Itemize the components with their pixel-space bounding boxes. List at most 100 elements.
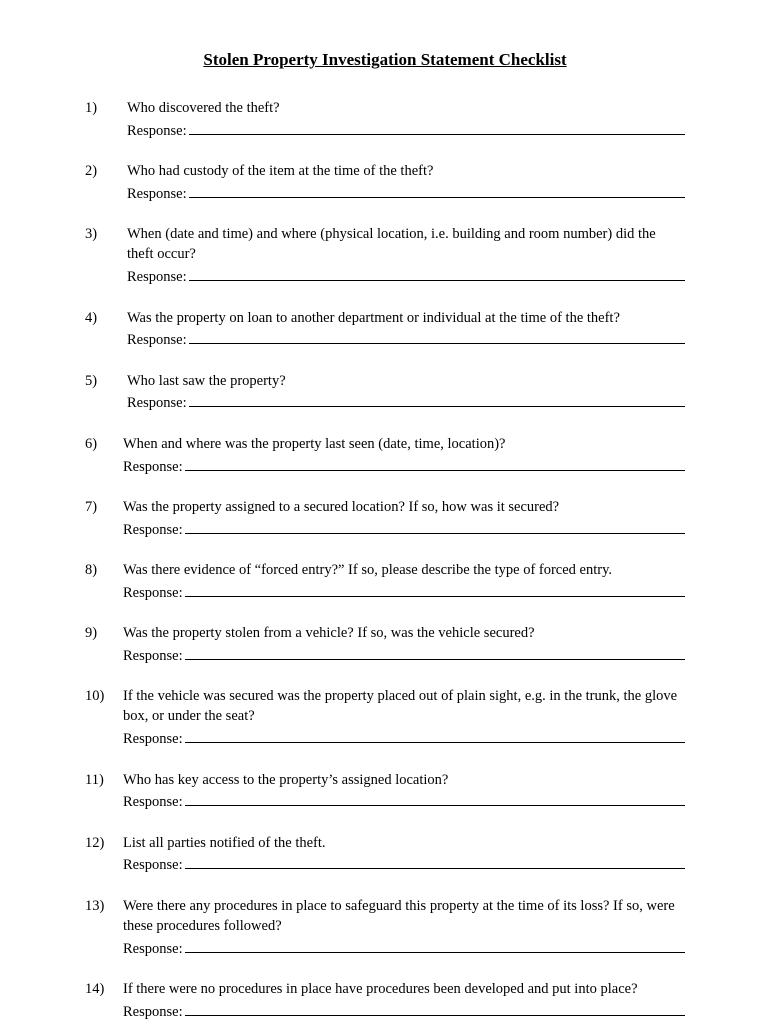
question-content: Was there evidence of “forced entry?” If… <box>123 560 685 603</box>
response-input-line[interactable] <box>185 938 685 953</box>
response-line: Response: <box>123 1001 685 1022</box>
question-text: Was the property on loan to another depa… <box>127 308 685 328</box>
question-content: Who discovered the theft? Response: <box>123 98 685 141</box>
question-number: 1) <box>85 98 123 141</box>
question-content: Was the property on loan to another depa… <box>123 308 685 351</box>
question-text: Was the property stolen from a vehicle? … <box>123 623 685 643</box>
response-label: Response: <box>127 184 187 204</box>
response-line: Response: <box>123 645 685 666</box>
response-line: Response: <box>123 938 685 959</box>
response-label: Response: <box>123 1002 183 1022</box>
response-label: Response: <box>123 939 183 959</box>
response-label: Response: <box>123 729 183 749</box>
response-input-line[interactable] <box>185 729 685 744</box>
question-text: If the vehicle was secured was the prope… <box>123 686 685 727</box>
question-item: 8)Was there evidence of “forced entry?” … <box>85 560 685 603</box>
question-content: When (date and time) and where (physical… <box>123 224 685 287</box>
question-item: 4)Was the property on loan to another de… <box>85 308 685 351</box>
response-input-line[interactable] <box>185 1001 685 1016</box>
question-item: 1)Who discovered the theft? Response: <box>85 98 685 141</box>
response-line: Response: <box>123 519 685 540</box>
question-number: 2) <box>85 161 123 204</box>
question-number: 4) <box>85 308 123 351</box>
question-number: 12) <box>85 833 123 876</box>
question-number: 9) <box>85 623 123 666</box>
question-item: 12)List all parties notified of the thef… <box>85 833 685 876</box>
question-content: If the vehicle was secured was the prope… <box>123 686 685 749</box>
response-input-line[interactable] <box>185 456 685 471</box>
response-label: Response: <box>123 646 183 666</box>
response-line: Response: <box>123 456 685 477</box>
question-number: 10) <box>85 686 123 749</box>
response-line: Response: <box>127 183 685 204</box>
question-item: 5)Who last saw the property?Response: <box>85 371 685 414</box>
response-label: Response: <box>123 792 183 812</box>
response-line: Response: <box>123 729 685 750</box>
question-number: 13) <box>85 896 123 959</box>
question-content: Were there any procedures in place to sa… <box>123 896 685 959</box>
question-content: Who has key access to the property’s ass… <box>123 770 685 813</box>
question-item: 9)Was the property stolen from a vehicle… <box>85 623 685 666</box>
response-input-line[interactable] <box>185 645 685 660</box>
response-input-line[interactable] <box>185 582 685 597</box>
response-label: Response: <box>127 330 187 350</box>
question-item: 10)If the vehicle was secured was the pr… <box>85 686 685 749</box>
question-number: 3) <box>85 224 123 287</box>
question-text: List all parties notified of the theft. <box>123 833 685 853</box>
question-item: 7)Was the property assigned to a secured… <box>85 497 685 540</box>
question-number: 8) <box>85 560 123 603</box>
questions-list: 1)Who discovered the theft?Response:2)Wh… <box>85 98 685 1022</box>
response-input-line[interactable] <box>189 120 685 135</box>
question-number: 5) <box>85 371 123 414</box>
question-content: List all parties notified of the theft.R… <box>123 833 685 876</box>
question-content: Who last saw the property?Response: <box>123 371 685 414</box>
question-item: 3)When (date and time) and where (physic… <box>85 224 685 287</box>
question-text: Who last saw the property? <box>127 371 685 391</box>
response-label: Response: <box>127 267 187 287</box>
response-label: Response: <box>127 393 187 413</box>
response-input-line[interactable] <box>185 519 685 534</box>
response-line: Response: <box>123 855 685 876</box>
response-line: Response: <box>123 792 685 813</box>
response-input-line[interactable] <box>189 183 685 198</box>
question-text: Who had custody of the item at the time … <box>127 161 685 181</box>
response-input-line[interactable] <box>189 330 685 345</box>
response-line: Response: <box>127 393 685 414</box>
question-content: Was the property assigned to a secured l… <box>123 497 685 540</box>
document-title: Stolen Property Investigation Statement … <box>85 50 685 70</box>
response-input-line[interactable] <box>185 855 685 870</box>
question-number: 6) <box>85 434 123 477</box>
question-number: 14) <box>85 979 123 1022</box>
response-line: Response: <box>127 120 685 141</box>
question-text: Were there any procedures in place to sa… <box>123 896 685 937</box>
question-text: When and where was the property last see… <box>123 434 685 454</box>
question-text: When (date and time) and where (physical… <box>127 224 685 265</box>
question-number: 11) <box>85 770 123 813</box>
question-text: Was there evidence of “forced entry?” If… <box>123 560 685 580</box>
question-text: Was the property assigned to a secured l… <box>123 497 685 517</box>
response-line: Response: <box>123 582 685 603</box>
question-item: 14)If there were no procedures in place … <box>85 979 685 1022</box>
response-input-line[interactable] <box>185 792 685 807</box>
response-line: Response: <box>127 330 685 351</box>
question-content: Who had custody of the item at the time … <box>123 161 685 204</box>
question-text: Who discovered the theft? <box>127 98 685 118</box>
question-item: 6)When and where was the property last s… <box>85 434 685 477</box>
response-label: Response: <box>123 583 183 603</box>
response-line: Response: <box>127 267 685 288</box>
response-label: Response: <box>123 457 183 477</box>
question-content: If there were no procedures in place hav… <box>123 979 685 1022</box>
question-item: 11)Who has key access to the property’s … <box>85 770 685 813</box>
question-content: When and where was the property last see… <box>123 434 685 477</box>
response-label: Response: <box>127 121 187 141</box>
response-label: Response: <box>123 520 183 540</box>
response-input-line[interactable] <box>189 267 685 282</box>
question-text: If there were no procedures in place hav… <box>123 979 685 999</box>
question-item: 2)Who had custody of the item at the tim… <box>85 161 685 204</box>
question-number: 7) <box>85 497 123 540</box>
question-item: 13)Were there any procedures in place to… <box>85 896 685 959</box>
response-input-line[interactable] <box>189 393 685 408</box>
question-content: Was the property stolen from a vehicle? … <box>123 623 685 666</box>
question-text: Who has key access to the property’s ass… <box>123 770 685 790</box>
response-label: Response: <box>123 855 183 875</box>
